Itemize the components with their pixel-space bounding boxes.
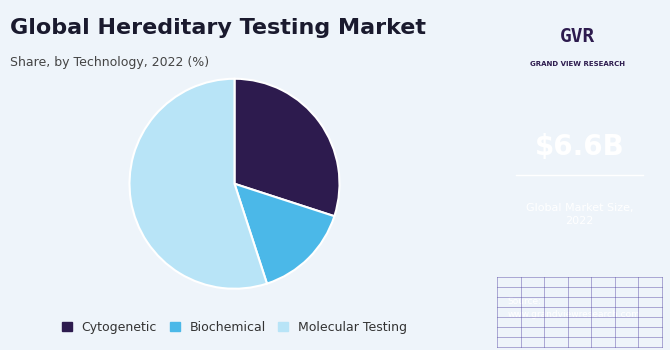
Text: Global Hereditary Testing Market: Global Hereditary Testing Market — [10, 18, 425, 37]
Legend: Cytogenetic, Biochemical, Molecular Testing: Cytogenetic, Biochemical, Molecular Test… — [56, 315, 413, 340]
Text: Share, by Technology, 2022 (%): Share, by Technology, 2022 (%) — [10, 56, 209, 69]
Wedge shape — [234, 184, 334, 284]
Text: Global Market Size,
2022: Global Market Size, 2022 — [526, 203, 633, 226]
Wedge shape — [234, 79, 340, 216]
Text: Source:
www.grandviewresearch.com: Source: www.grandviewresearch.com — [507, 298, 640, 319]
Text: $6.6B: $6.6B — [535, 133, 624, 161]
Wedge shape — [129, 79, 267, 289]
Text: GRAND VIEW RESEARCH: GRAND VIEW RESEARCH — [531, 61, 625, 68]
Text: GVR: GVR — [560, 27, 596, 46]
